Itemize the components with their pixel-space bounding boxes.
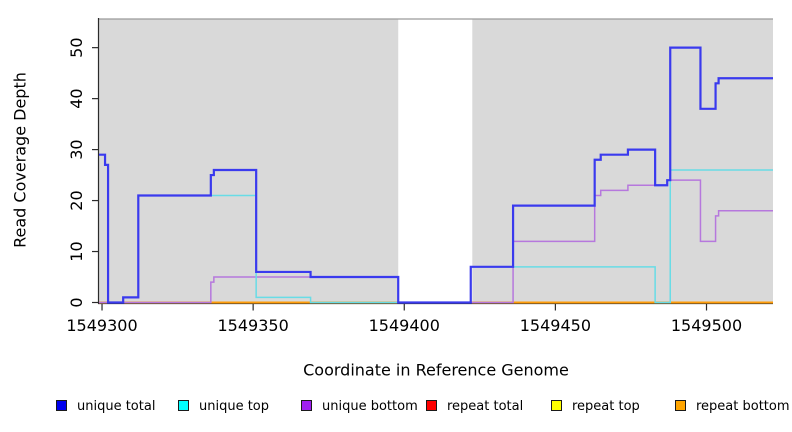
legend-swatch-repeat-total [426, 400, 437, 411]
y-tick-label: 30 [67, 139, 86, 159]
coverage-plot-canvas: 0 10 20 30 40 50 1549300 1549350 1549400 1549450 1… [66, 18, 773, 335]
legend-swatch-repeat-top [551, 400, 562, 411]
legend-label: repeat top [572, 399, 640, 414]
y-tick-label: 10 [67, 241, 86, 261]
series-unique-total [99, 46, 773, 304]
x-tick-label: 1549400 [369, 316, 440, 335]
legend-item-repeat-total: repeat total [426, 398, 523, 416]
legend-item-repeat-bottom: repeat bottom [675, 398, 790, 416]
legend-swatch-unique-bottom [301, 400, 312, 411]
legend-swatch-unique-total [56, 400, 67, 411]
legend: unique total unique top unique bottom re… [0, 398, 792, 418]
series-unique-bottom [99, 179, 773, 304]
legend-label: unique top [199, 399, 270, 414]
x-tick-label: 1549300 [66, 316, 137, 335]
x-tick-label: 1549350 [218, 316, 289, 335]
x-tick-label: 1549500 [671, 316, 742, 335]
y-tick-label: 0 [67, 297, 86, 307]
y-tick-label: 50 [67, 37, 86, 57]
legend-item-repeat-top: repeat top [551, 398, 640, 416]
y-tick-label: 20 [67, 190, 86, 210]
legend-swatch-unique-top [178, 400, 189, 411]
legend-item-unique-total: unique total [56, 398, 155, 416]
gap-region [398, 19, 473, 303]
x-tick-label: 1549450 [520, 316, 591, 335]
y-axis-title: Read Coverage Depth [10, 72, 30, 248]
legend-item-unique-bottom: unique bottom [301, 398, 418, 416]
legend-swatch-repeat-bottom [675, 400, 686, 411]
y-tick-label: 40 [67, 88, 86, 108]
legend-label: unique total [77, 399, 156, 414]
legend-label: repeat bottom [696, 399, 790, 414]
x-axis-title: Coordinate in Reference Genome [303, 360, 569, 380]
legend-label: unique bottom [322, 399, 418, 414]
legend-item-unique-top: unique top [178, 398, 269, 416]
legend-label: repeat total [447, 399, 524, 414]
